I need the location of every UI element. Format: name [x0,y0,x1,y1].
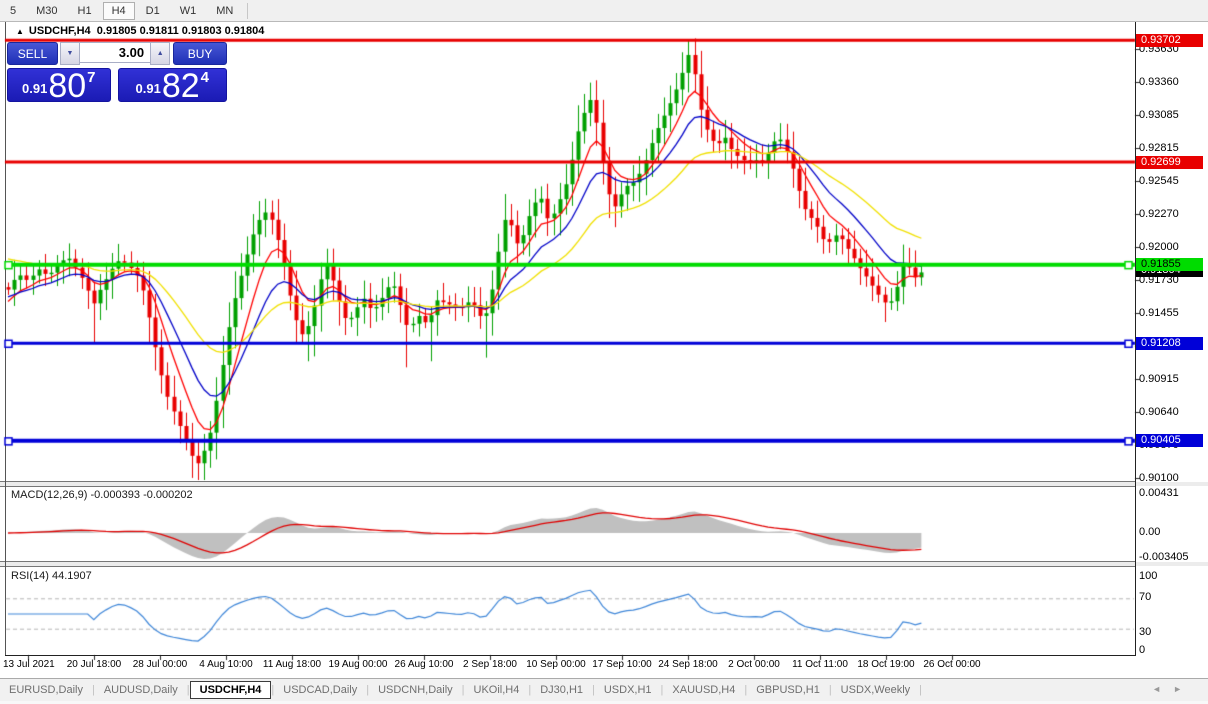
tab-separator: | [660,684,664,696]
price-tick-label: 0.93085 [1139,109,1179,122]
chart-tab-usdx[interactable]: USDX,Weekly [840,684,911,696]
chart-tab-xauusd[interactable]: XAUUSD,H4 [672,684,736,696]
rsi-scale-label: 30 [1139,626,1152,638]
price-tick-label: 0.90100 [1139,471,1179,484]
time-axis-label: 28 Jul 00:00 [132,659,188,670]
time-axis-label: 24 Sep 18:00 [658,659,718,670]
time-axis-label: 13 Jul 2021 [3,659,55,670]
macd-scale-label: 0.00431 [1139,487,1179,499]
time-axis-label: 4 Aug 10:00 [199,659,253,670]
one-click-trade-panel: SELL ▼ ▲ BUY 0.91 80 7 0.91 82 4 [7,42,228,103]
chart-tab-gbpusd[interactable]: GBPUSD,H1 [756,684,820,696]
tab-separator: | [592,684,595,696]
buy-price-main: 82 [161,67,200,105]
chart-tab-usdx[interactable]: USDX,H1 [603,684,652,696]
sell-price-pip: 7 [87,69,96,86]
hline-price-label: 0.93702 [1136,33,1203,47]
buy-price-display[interactable]: 0.91 82 4 [117,67,227,105]
sell-price-main: 80 [48,67,87,105]
tab-separator: | [91,684,95,696]
chart-tab-ukoil[interactable]: UKOil,H4 [473,684,520,696]
price-tick-label: 0.92270 [1139,208,1179,221]
time-axis-label: 26 Oct 00:00 [923,659,981,670]
time-axis-label: 2 Sep 18:00 [463,659,517,670]
price-tick-label: 0.90915 [1139,372,1179,385]
sell-price-display[interactable]: 0.91 80 7 [7,67,111,105]
price-tick-label: 0.92545 [1139,174,1179,187]
lot-size-input[interactable] [80,42,151,63]
chart-tab-usdcad[interactable]: USDCAD,Daily [283,684,358,696]
rsi-indicator-label: RSI(14) 44.1907 [11,570,92,582]
tab-separator: | [744,684,748,696]
hline-price-label: 0.90405 [1136,434,1203,448]
rsi-scale-label: 0 [1139,644,1146,656]
tab-separator: | [461,684,465,696]
price-tick-label: 0.90640 [1139,406,1179,419]
buy-button[interactable]: BUY [173,42,228,65]
time-axis-label: 19 Aug 00:00 [328,659,388,670]
hline-price-label: 0.91208 [1136,336,1203,350]
sell-button[interactable]: SELL [7,42,58,65]
rsi-scale-label: 100 [1139,570,1158,582]
tab-separator: | [366,684,370,696]
chart-tab-usdcnh[interactable]: USDCNH,Daily [378,684,453,696]
chart-tab-usdchf[interactable]: USDCHF,H4 [189,681,272,699]
tab-separator: | [186,684,190,696]
time-axis-label: 10 Sep 00:00 [526,659,586,670]
time-axis-label: 2 Oct 00:00 [728,659,780,670]
chart-tab-bar: EURUSD,Daily | AUDUSD,Daily | USDCHF,H4 | USDC… [0,678,1208,701]
chart-tab-dj30[interactable]: DJ30,H1 [540,684,583,696]
symbol-period-label: USDCHF,H4 [28,25,91,37]
sell-price-prefix: 0.91 [22,81,48,96]
tab-scroll-arrows: ◄► [1152,684,1194,694]
hline-price-label: 0.91855 [1136,258,1203,272]
price-tick-label: 0.91455 [1139,307,1179,320]
chart-tab-audusd[interactable]: AUDUSD,Daily [103,684,178,696]
hline-price-label: 0.92699 [1136,155,1203,169]
macd-indicator-label: MACD(12,26,9) -0.000393 -0.000202 [11,489,193,501]
tab-scroll-right-icon[interactable]: ► [1173,684,1194,694]
price-tick-label: 0.92000 [1139,241,1179,254]
tab-separator: | [271,684,275,696]
chart-tab-eurusd[interactable]: EURUSD,Daily [9,684,83,696]
tab-separator: | [528,684,532,696]
tab-separator: | [828,684,832,696]
tab-scroll-left-icon[interactable]: ◄ [1152,684,1174,694]
macd-scale-label: 0.00 [1139,526,1161,538]
lot-increase-button[interactable]: ▲ [150,42,171,65]
time-axis-label: 11 Aug 18:00 [262,659,322,670]
tab-separator: | [919,684,923,696]
collapse-panel-icon[interactable]: ▲ [16,27,24,36]
price-tick-label: 0.92815 [1139,142,1179,155]
time-axis-label: 18 Oct 19:00 [857,659,915,670]
time-axis-label: 26 Aug 10:00 [394,659,454,670]
macd-scale-label: -0.003405 [1139,551,1189,563]
lot-decrease-button[interactable]: ▼ [59,42,81,65]
ohlc-values: 0.91805 0.91811 0.91803 0.91804 [96,25,265,37]
price-tick-label: 0.93360 [1139,75,1179,88]
time-axis-label: 11 Oct 11:00 [792,659,848,670]
buy-price-prefix: 0.91 [135,81,161,96]
time-axis-label: 20 Jul 18:00 [66,659,122,670]
buy-price-pip: 4 [200,69,209,86]
chart-title: ▲ USDCHF,H4 0.91805 0.91811 0.91803 0.918… [16,25,264,37]
time-axis-label: 17 Sep 10:00 [592,659,652,670]
rsi-scale-label: 70 [1139,591,1152,603]
